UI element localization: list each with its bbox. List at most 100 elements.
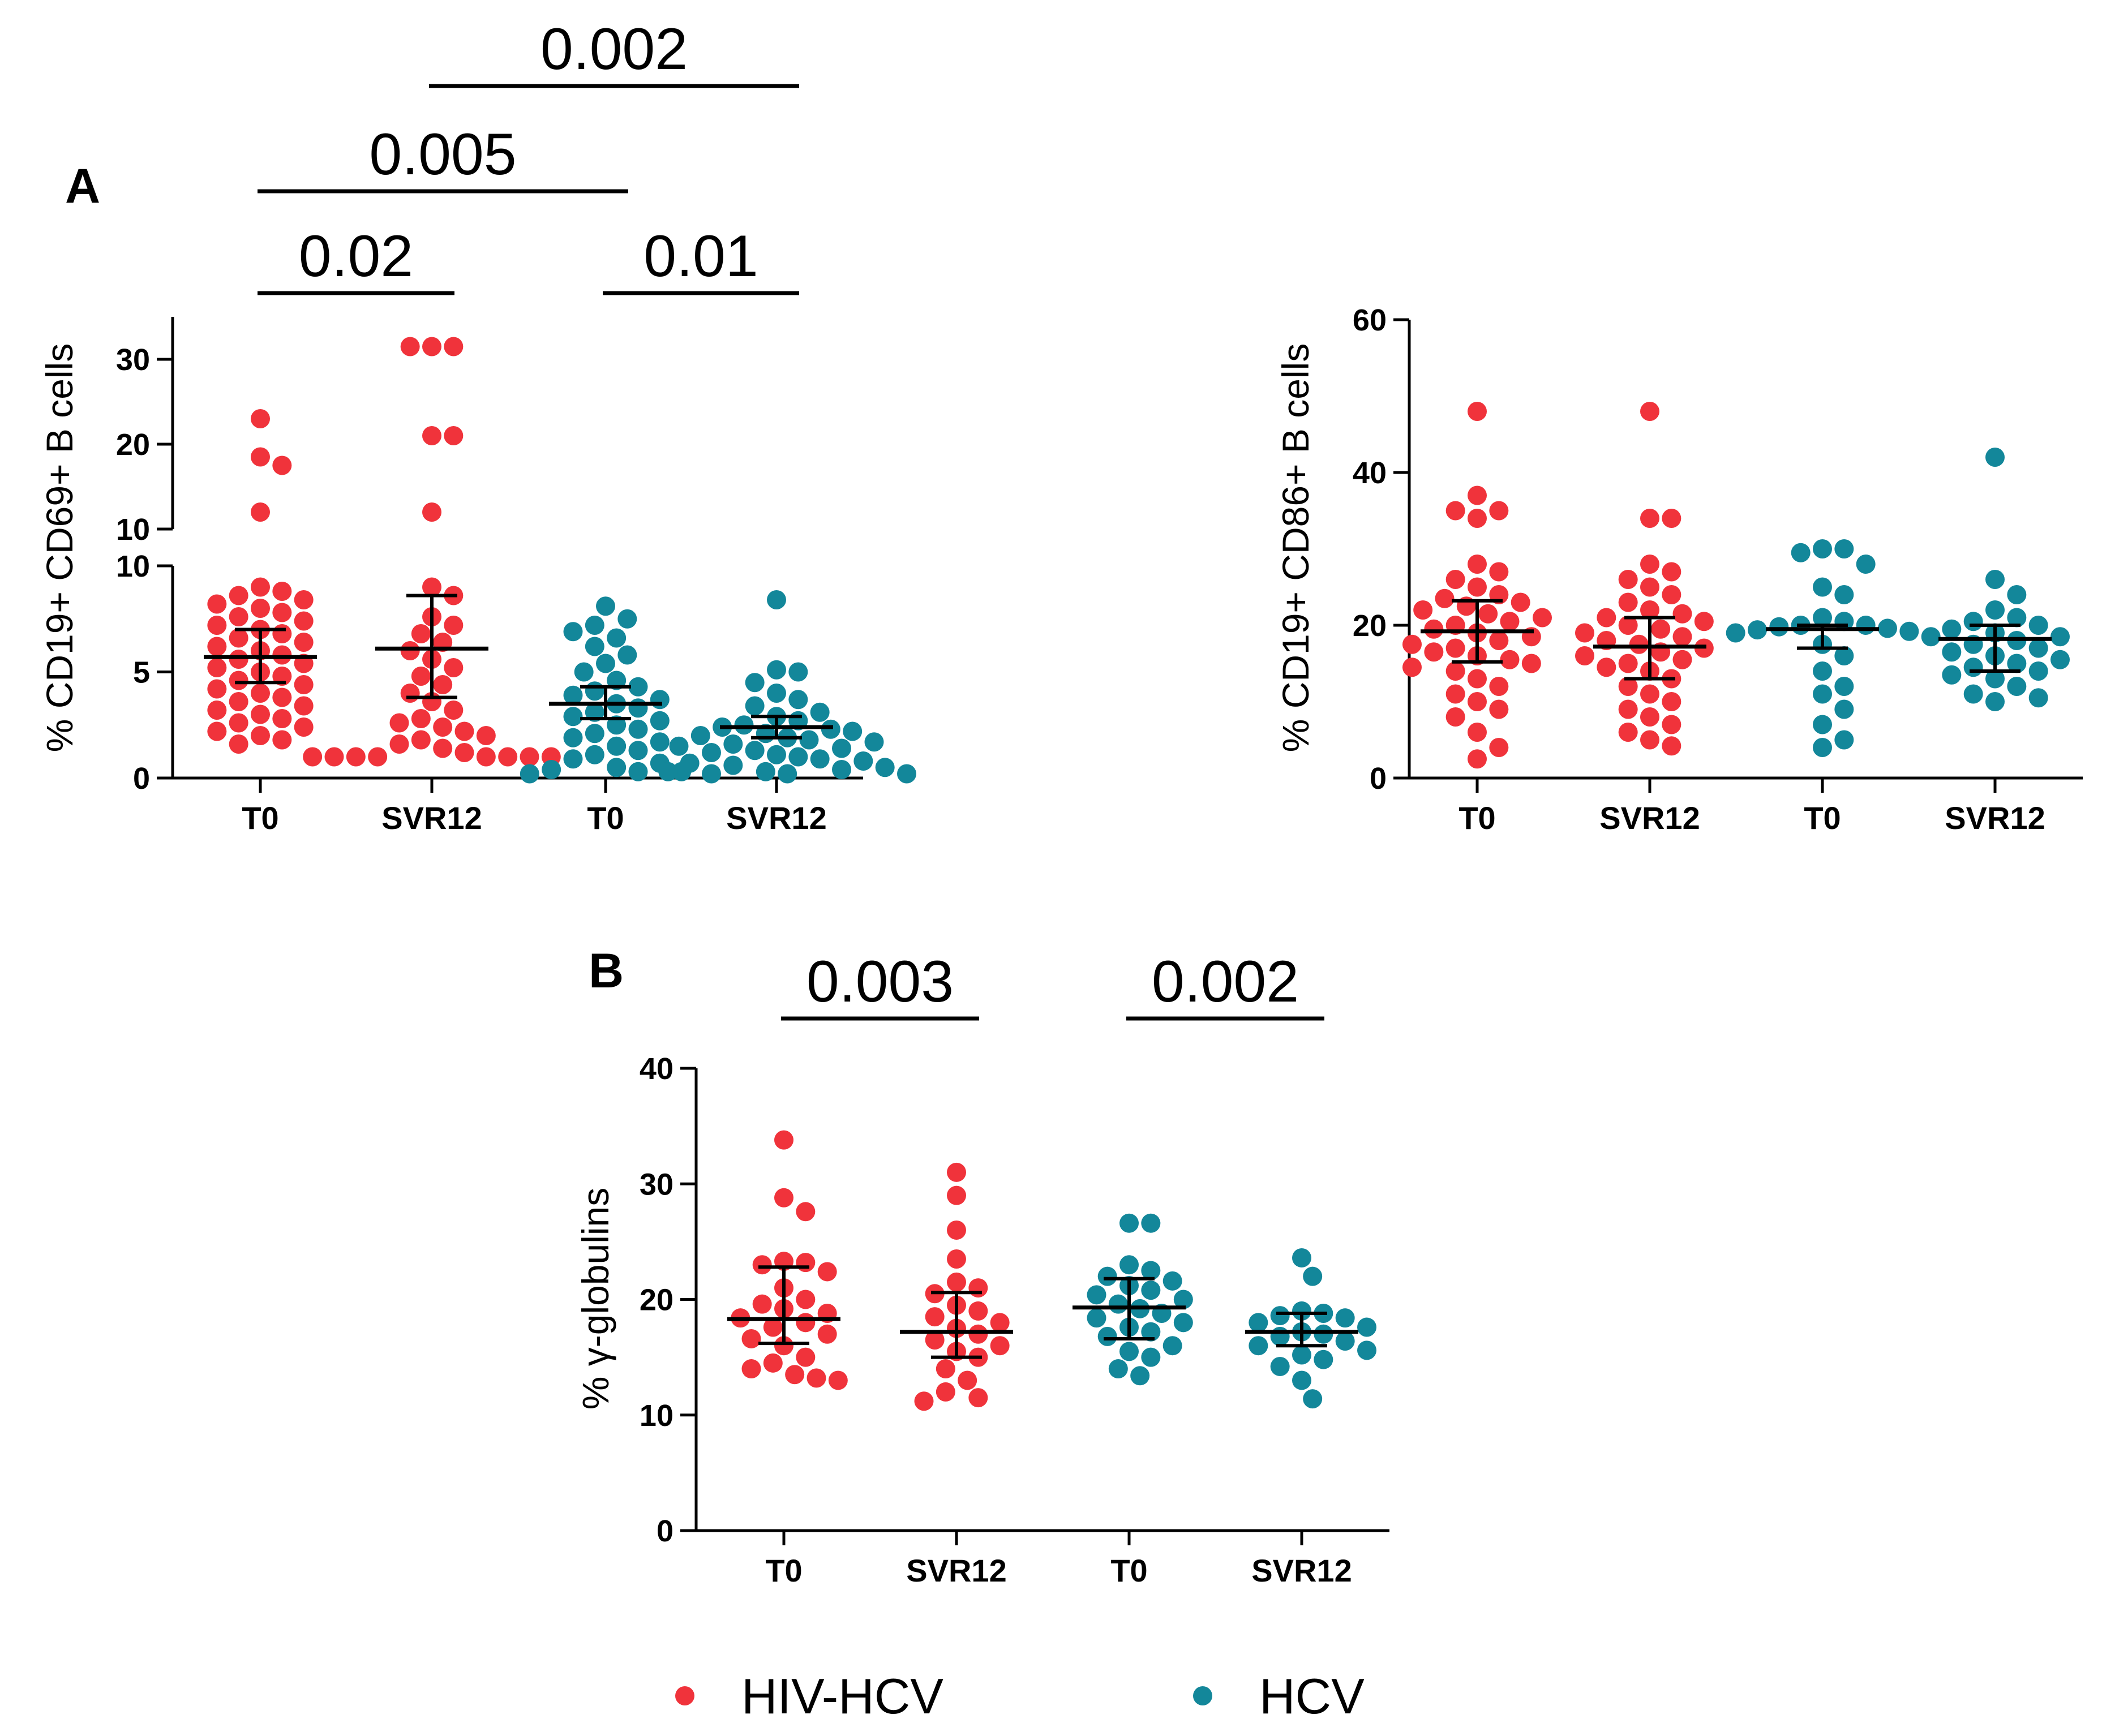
data-point — [1629, 634, 1649, 654]
data-point — [433, 675, 453, 694]
data-point — [1468, 577, 1487, 597]
data-point — [400, 337, 420, 356]
data-point — [1651, 619, 1671, 639]
data-point — [650, 711, 670, 731]
data-point — [745, 696, 765, 716]
data-point — [1747, 620, 1767, 640]
data-point — [542, 760, 561, 779]
data-point — [774, 1130, 793, 1150]
data-point — [1468, 485, 1487, 505]
data-point — [585, 681, 604, 701]
data-point — [1357, 1340, 1377, 1360]
data-point — [229, 650, 248, 669]
data-point — [796, 1202, 816, 1222]
data-point — [294, 611, 314, 631]
data-point — [585, 724, 604, 744]
data-point — [1985, 692, 2005, 711]
data-point — [1662, 585, 1681, 604]
data-point — [1162, 1336, 1182, 1356]
data-point — [454, 721, 474, 741]
data-point — [229, 734, 248, 754]
data-point — [1119, 1213, 1139, 1233]
data-point — [914, 1391, 934, 1411]
pvalue-label: 0.002 — [1152, 949, 1299, 1015]
data-point — [1270, 1306, 1290, 1326]
data-point — [1985, 600, 2005, 620]
data-point — [229, 586, 248, 605]
data-point — [2007, 677, 2027, 696]
data-point — [585, 637, 604, 656]
data-point — [1521, 654, 1541, 673]
data-point — [251, 684, 270, 703]
data-point — [251, 577, 270, 597]
data-point — [454, 743, 474, 762]
data-point — [864, 732, 884, 752]
data-point — [411, 667, 431, 686]
data-point — [272, 709, 292, 728]
data-point — [1511, 592, 1530, 612]
data-point — [207, 658, 227, 677]
data-point — [1834, 646, 1854, 665]
data-point — [1489, 677, 1509, 696]
y-tick-label: 30 — [640, 1167, 674, 1201]
data-point — [1445, 570, 1465, 589]
data-point — [752, 1255, 772, 1275]
data-point — [422, 502, 441, 522]
data-point — [1878, 618, 1898, 638]
data-point — [1640, 684, 1659, 704]
data-point — [251, 599, 270, 618]
data-point — [796, 1290, 816, 1309]
data-point — [817, 1262, 837, 1282]
data-point — [628, 741, 648, 760]
y-tick-label: 10 — [116, 513, 150, 547]
data-point — [1963, 612, 1983, 631]
data-point — [763, 1317, 783, 1337]
data-point — [796, 1313, 816, 1333]
data-point — [1618, 570, 1638, 589]
y-tick-label: 0 — [1370, 762, 1387, 796]
data-point — [1292, 1370, 1311, 1390]
data-point — [400, 684, 420, 703]
data-point — [2028, 616, 2048, 635]
data-point — [444, 337, 464, 356]
data-point — [476, 726, 496, 745]
data-point — [1435, 588, 1455, 608]
legend: HIV-HCV HCV — [675, 1668, 1365, 1724]
data-point — [272, 582, 292, 601]
y-tick-label: 60 — [1353, 303, 1387, 337]
data-point — [1468, 509, 1487, 528]
data-point — [1618, 699, 1638, 719]
data-point — [207, 679, 227, 699]
data-point — [294, 633, 314, 652]
x-tick-label: SVR12 — [1251, 1553, 1352, 1588]
pvalue-label: 0.02 — [299, 224, 413, 289]
data-point — [1292, 1301, 1311, 1321]
data-point — [207, 721, 227, 741]
data-point — [1335, 1308, 1355, 1328]
data-point — [1130, 1366, 1150, 1386]
data-point — [821, 719, 840, 739]
panel-label-a: A — [65, 159, 100, 213]
data-point — [1672, 650, 1692, 669]
data-point — [1445, 638, 1465, 658]
data-point — [520, 747, 539, 767]
data-point — [1575, 623, 1594, 643]
y-tick-label: 0 — [657, 1514, 674, 1548]
data-point — [947, 1220, 966, 1240]
data-point — [756, 762, 775, 781]
data-point — [229, 671, 248, 690]
data-point — [294, 675, 314, 694]
data-point — [1640, 555, 1659, 574]
x-tick-label: T0 — [1110, 1553, 1147, 1588]
data-point — [1618, 654, 1638, 673]
data-point — [563, 728, 583, 747]
data-point — [1899, 621, 1919, 641]
data-point — [1640, 600, 1659, 620]
data-point — [1618, 592, 1638, 612]
data-point — [1292, 1345, 1311, 1365]
data-point — [774, 1188, 793, 1208]
data-point — [1640, 577, 1659, 597]
data-point — [1249, 1313, 1268, 1333]
data-point — [1468, 402, 1487, 421]
data-point — [272, 687, 292, 707]
